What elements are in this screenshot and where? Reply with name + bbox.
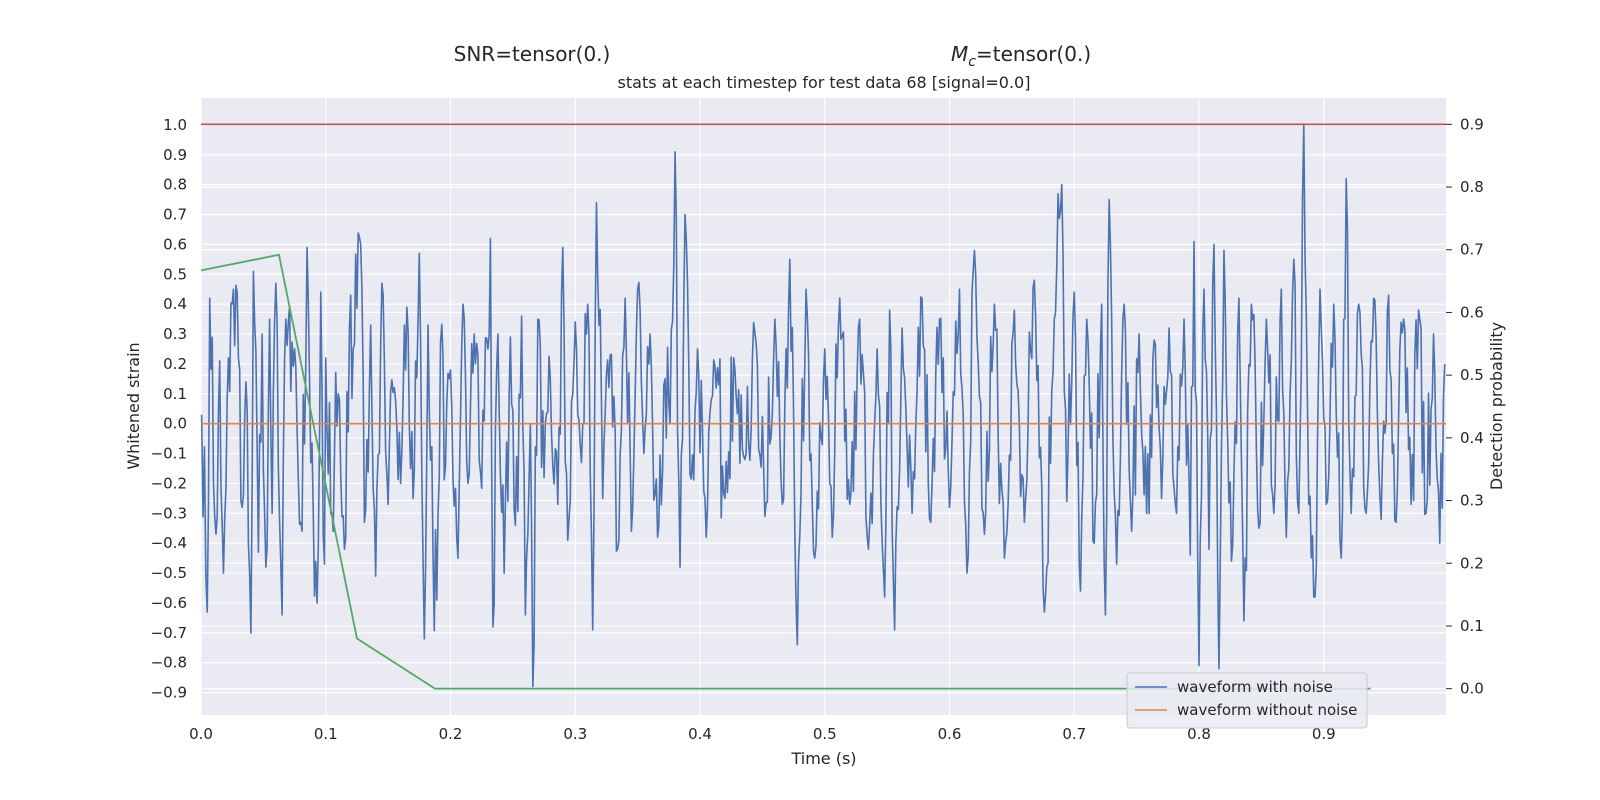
chirp-mass-subscript: c (968, 54, 976, 70)
y-tick-label: 0.7 (163, 206, 187, 224)
x-axis-ticks: 0.0 0.1 0.2 0.3 0.4 0.5 0.6 0.7 0.8 0.9 (189, 725, 1336, 743)
x-axis-label: Time (s) (790, 749, 856, 768)
y-right-tick-label: 0.8 (1460, 178, 1484, 196)
chirp-mass-value: =tensor(0.) (976, 42, 1091, 66)
chirp-mass-symbol: M (951, 42, 968, 66)
y-right-tick-label: 0.0 (1460, 680, 1484, 698)
x-tick-label: 0.8 (1187, 725, 1211, 743)
y-right-tick-label: 0.6 (1460, 303, 1484, 321)
y-right-axis-ticks: 0.9 0.8 0.7 0.6 0.5 0.4 0.3 0.2 0.1 0.0 (1446, 115, 1484, 698)
x-tick-label: 0.1 (314, 725, 338, 743)
y-tick-label: 0.2 (163, 355, 187, 373)
y-tick-label: 0.8 (163, 176, 187, 194)
y-tick-label: −0.7 (151, 624, 187, 642)
y-axis-label: Whitened strain (124, 342, 143, 469)
y-tick-label: −0.2 (151, 474, 187, 492)
y-tick-label: 0.1 (163, 385, 187, 403)
x-tick-label: 0.6 (938, 725, 962, 743)
x-tick-label: 0.5 (813, 725, 837, 743)
y-tick-label: 0.4 (163, 295, 187, 313)
x-tick-label: 0.2 (439, 725, 463, 743)
y-tick-label: −0.9 (151, 684, 187, 702)
x-tick-label: 0.3 (563, 725, 587, 743)
y-right-tick-label: 0.1 (1460, 617, 1484, 635)
snr-title: SNR=tensor(0.) (454, 42, 611, 66)
y-tick-label: 0.6 (163, 235, 187, 253)
y-right-axis-label: Detection probability (1487, 322, 1506, 490)
y-right-tick-label: 0.2 (1460, 554, 1484, 572)
legend-label-noisy: waveform with noise (1177, 678, 1333, 696)
y-tick-label: 0.3 (163, 325, 187, 343)
y-right-tick-label: 0.5 (1460, 366, 1484, 384)
y-tick-label: −0.5 (151, 564, 187, 582)
y-tick-label: −0.1 (151, 445, 187, 463)
x-tick-label: 0.0 (189, 725, 213, 743)
legend: waveform with noise waveform without noi… (1126, 672, 1368, 729)
y-right-tick-label: 0.4 (1460, 429, 1484, 447)
y-tick-label: 0.5 (163, 265, 187, 283)
legend-label-clean: waveform without noise (1177, 701, 1357, 719)
chirp-mass-title: Mc=tensor(0.) (951, 42, 1091, 70)
y-axis-ticks: 1.0 0.9 0.8 0.7 0.6 0.5 0.4 0.3 0.2 0.1 0.0 −0.1 −0.… (151, 116, 187, 702)
y-right-tick-label: 0.9 (1460, 115, 1484, 133)
y-right-tick-label: 0.7 (1460, 241, 1484, 259)
y-tick-label: −0.6 (151, 594, 187, 612)
y-tick-label: −0.4 (151, 534, 187, 552)
y-right-tick-label: 0.3 (1460, 492, 1484, 510)
y-tick-label: 0.9 (163, 146, 187, 164)
y-tick-label: 0.0 (163, 415, 187, 433)
y-tick-label: −0.8 (151, 654, 187, 672)
series-line-noisy (200, 124, 1446, 688)
x-tick-label: 0.9 (1312, 725, 1336, 743)
y-tick-label: −0.3 (151, 504, 187, 522)
x-tick-label: 0.4 (688, 725, 712, 743)
y-tick-label: 1.0 (163, 116, 187, 134)
x-tick-label: 0.7 (1062, 725, 1086, 743)
plot-title: stats at each timestep for test data 68 … (618, 73, 1031, 92)
legend-box (1126, 672, 1368, 729)
